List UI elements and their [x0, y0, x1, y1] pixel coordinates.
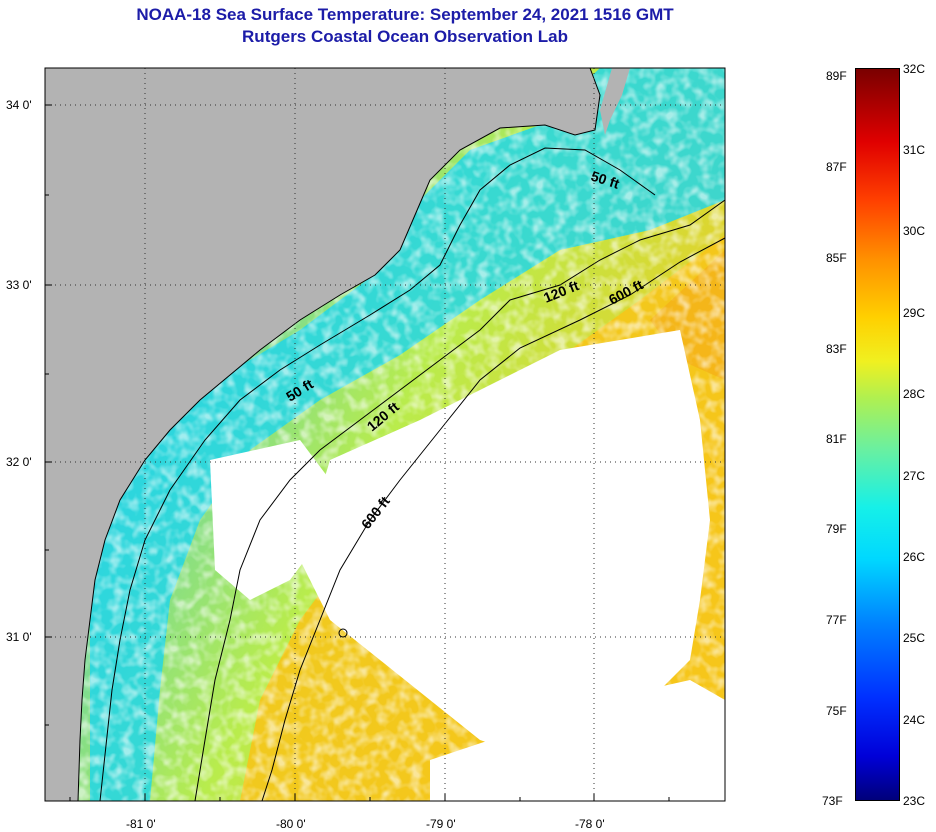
lon-label-79: -79 0': [426, 817, 456, 831]
temperature-colorbar: [855, 68, 900, 801]
colorbar-label-83f: 83F: [826, 342, 847, 356]
lat-label-32: 32 0': [6, 455, 32, 469]
map-title: NOAA-18 Sea Surface Temperature: Septemb…: [136, 5, 674, 24]
lat-label-34: 34 0': [6, 98, 32, 112]
colorbar-label-31c: 31C: [903, 143, 926, 157]
colorbar-label-29c: 29C: [903, 306, 926, 320]
colorbar-label-87f: 87F: [826, 160, 847, 174]
contour-50ft: [99, 147, 656, 801]
colorbar-label-23c: 23C: [903, 794, 926, 808]
lat-label-31: 31 0': [6, 630, 32, 644]
colorbar-label-26c: 26C: [903, 550, 926, 564]
lon-label-80: -80 0': [276, 817, 306, 831]
lat-label-33: 33 0': [6, 278, 32, 292]
contour-600ft: [261, 237, 725, 801]
colorbar-label-75f: 75F: [826, 704, 847, 718]
land-area: [45, 68, 600, 801]
colorbar-label-85f: 85F: [826, 251, 847, 265]
coastline: [77, 68, 601, 801]
colorbar-label-73f: 73F: [822, 794, 843, 808]
colorbar-label-24c: 24C: [903, 713, 926, 727]
graticule: [45, 68, 725, 801]
axis-ticks: [45, 104, 670, 801]
map-subtitle: Rutgers Coastal Ocean Observation Lab: [242, 27, 568, 46]
lon-label-81: -81 0': [126, 817, 156, 831]
colorbar-label-77f: 77F: [826, 613, 847, 627]
plot-frame: [44, 67, 726, 802]
contour-ring: [338, 628, 348, 638]
land-area-ne: [600, 68, 630, 135]
colorbar-label-89f: 89F: [826, 69, 847, 83]
contour-120ft: [194, 199, 725, 801]
lon-label-78: -78 0': [575, 817, 605, 831]
colorbar-label-79f: 79F: [826, 522, 847, 536]
colorbar-label-81f: 81F: [826, 432, 847, 446]
colorbar-label-27c: 27C: [903, 469, 926, 483]
colorbar-label-30c: 30C: [903, 224, 926, 238]
colorbar-label-32c: 32C: [903, 62, 926, 76]
colorbar-label-25c: 25C: [903, 631, 926, 645]
colorbar-label-28c: 28C: [903, 387, 926, 401]
